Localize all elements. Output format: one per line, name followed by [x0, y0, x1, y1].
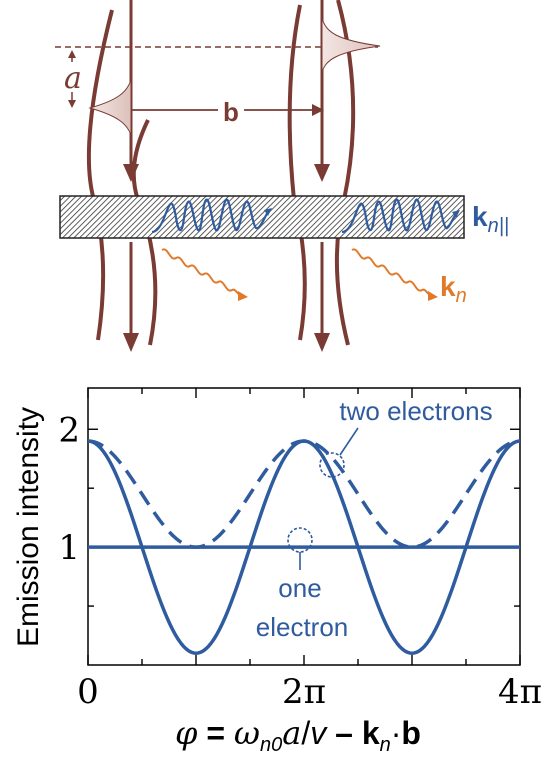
x-tick-label: 2π — [282, 672, 326, 712]
x-axis-label: φ = ωn0a/v – kn·b — [175, 714, 421, 756]
axis-ticks: 0 2π 4π 1 2 — [58, 388, 542, 712]
plasmon-wave-2-arrowhead — [452, 210, 460, 218]
beam-2-arrowhead-bottom — [314, 333, 330, 352]
two-electrons-annotation: two electrons — [339, 396, 492, 426]
separation-b-arrowhead — [312, 104, 324, 116]
photon-wave-2-arrowhead — [428, 291, 438, 301]
one-electron-marker — [287, 527, 313, 553]
beam-1-arrowhead-bottom — [123, 333, 139, 352]
plasmon-wave-1-arrowhead — [264, 208, 272, 216]
electron-annotation: electron — [256, 612, 349, 642]
schematic: b a kn|| kn — [55, 0, 509, 352]
distance-a-label: a — [64, 61, 82, 96]
photon-wave-2 — [351, 248, 433, 297]
material-slab — [59, 195, 465, 239]
plasmon-wave-2 — [341, 198, 457, 234]
beam-1-arrowhead-top — [123, 164, 139, 182]
series-line-two-electrons-dashed — [87, 439, 521, 549]
two-electrons-marker — [319, 452, 345, 478]
k-parallel-label: kn|| — [472, 201, 509, 237]
chart-curves — [87, 439, 521, 655]
electron-pulse-1 — [88, 79, 132, 136]
distance-a-label-bg — [62, 62, 84, 92]
photon-wave-1-arrowhead — [238, 291, 248, 301]
y-tick-label: 2 — [58, 410, 80, 450]
electron-pulse-2 — [321, 17, 381, 73]
one-annotation: one — [278, 573, 321, 603]
y-tick-label: 1 — [58, 528, 80, 568]
beam-2-arrowhead-top — [314, 164, 330, 182]
y-axis-label: Emission intensity — [12, 407, 45, 647]
x-tick-label: 0 — [77, 672, 99, 712]
separation-b-label: b — [223, 97, 239, 127]
plasmon-wave-1 — [151, 198, 269, 234]
distance-a-arrowhead-bottom — [68, 100, 76, 108]
photon-wave-1 — [161, 248, 243, 297]
separation-b-label-bg — [218, 98, 244, 124]
k-photon-label: kn — [440, 271, 467, 307]
beam-2-left-line — [287, 4, 307, 341]
intensity-chart: 0 2π 4π 1 2 two electrons one electron Emiss… — [12, 387, 542, 756]
x-tick-label: 4π — [498, 672, 542, 712]
two-electrons-pointer — [339, 427, 359, 456]
beam-1-left-line — [86, 9, 114, 341]
distance-a-arrowhead-top — [68, 50, 76, 58]
